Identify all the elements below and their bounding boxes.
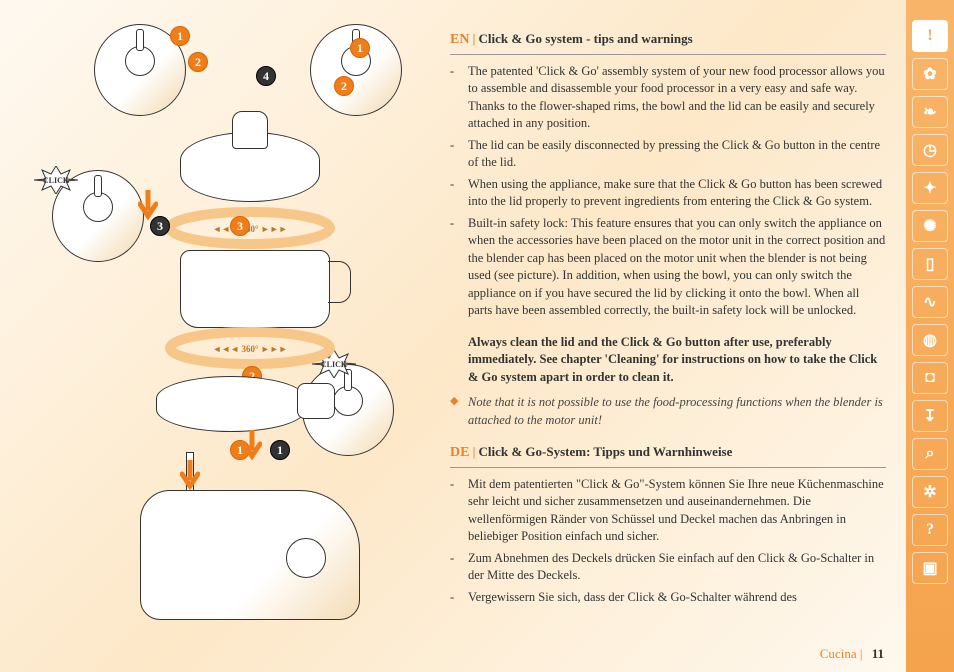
lang-code: EN	[450, 32, 469, 47]
tap-icon[interactable]: ↧	[912, 400, 948, 432]
pot-icon[interactable]: ◘	[912, 362, 948, 394]
rotation-ring-upper: ◄◄◄ 360° ►►►	[165, 206, 335, 250]
bullet-text: The lid can be easily disconnected by pr…	[468, 137, 886, 172]
bullet-text: Mit dem patentierten "Click & Go"-System…	[468, 476, 886, 546]
arrow-icon	[180, 460, 200, 490]
bullet-text: When using the appliance, make sure that…	[468, 176, 886, 211]
bullet-list-en: -The patented 'Click & Go' assembly syst…	[450, 63, 886, 320]
bullet-text: Vergewissern Sie sich, dass der Click & …	[468, 589, 886, 607]
spray-icon[interactable]: ✦	[912, 172, 948, 204]
assembly-diagram: 1 2 4 1 2 CLICK CLICK ◄◄◄ 360° ►►► 3 3	[0, 0, 440, 672]
heading-text: Click & Go-System: Tipps und Warnhinweis…	[478, 444, 732, 459]
emphasis-paragraph: Always clean the lid and the Click & Go …	[468, 334, 886, 387]
cake-icon[interactable]: ◍	[912, 324, 948, 356]
footer-label: Cucina	[820, 646, 857, 661]
help-icon[interactable]: ?	[912, 514, 948, 546]
heading-text: Click & Go system - tips and warnings	[478, 31, 692, 46]
rotation-ring-lower: ◄◄◄ 360° ►►►	[165, 326, 335, 370]
page-number: 11	[872, 646, 884, 661]
bullet-list-de: -Mit dem patentierten "Click & Go"-Syste…	[450, 476, 886, 607]
citrus-icon[interactable]: ✺	[912, 210, 948, 242]
clock-icon[interactable]: ◷	[912, 134, 948, 166]
cup-icon[interactable]: ▯	[912, 248, 948, 280]
device-icon[interactable]: ▣	[912, 552, 948, 584]
lang-code: DE	[450, 445, 469, 460]
step-badge-2b: 2	[334, 76, 354, 96]
warning-icon[interactable]: !	[912, 20, 948, 52]
page-footer: Cucina | 11	[820, 646, 884, 662]
leaf-icon[interactable]: ❧	[912, 96, 948, 128]
step-badge-1b: 1	[350, 38, 370, 58]
part-lid-top	[180, 132, 320, 202]
svg-text:◄◄◄ 360° ►►►: ◄◄◄ 360° ►►►	[212, 224, 287, 234]
part-bowl	[180, 250, 330, 328]
part-motor-base	[140, 490, 360, 620]
text-column: EN | Click & Go system - tips and warnin…	[440, 0, 906, 672]
section-heading-de: DE | Click & Go-System: Tipps und Warnhi…	[450, 443, 886, 468]
section-heading-en: EN | Click & Go system - tips and warnin…	[450, 30, 886, 55]
note-marker-icon: ◆	[450, 394, 468, 429]
clickgo-icon[interactable]: ✿	[912, 58, 948, 90]
section-tab-sidebar: ! ✿ ❧ ◷ ✦ ✺ ▯ ∿ ◍ ◘ ↧ ⌕ ✲? ▣	[906, 0, 954, 672]
bullet-text: Zum Abnehmen des Deckels drücken Sie ein…	[468, 550, 886, 585]
bullet-text: The patented 'Click & Go' assembly syste…	[468, 63, 886, 133]
bullet-text: Built-in safety lock: This feature ensur…	[468, 215, 886, 320]
link-badge-1: 1	[270, 440, 290, 460]
click-burst-top: CLICK	[34, 166, 78, 194]
callout-link-4: 4	[256, 66, 276, 86]
arrow-icon	[138, 190, 158, 220]
arrow-icon	[242, 430, 262, 460]
part-lid-handle	[156, 376, 306, 432]
note-text: Note that it is not possible to use the …	[468, 394, 886, 429]
search-icon[interactable]: ⌕	[912, 438, 948, 470]
step-badge-3: 3	[230, 216, 250, 236]
svg-text:◄◄◄ 360° ►►►: ◄◄◄ 360° ►►►	[212, 344, 287, 354]
step-badge-2: 2	[188, 52, 208, 72]
step-badge-1: 1	[170, 26, 190, 46]
whisk-icon[interactable]: ∿	[912, 286, 948, 318]
globe-icon[interactable]: ✲	[912, 476, 948, 508]
